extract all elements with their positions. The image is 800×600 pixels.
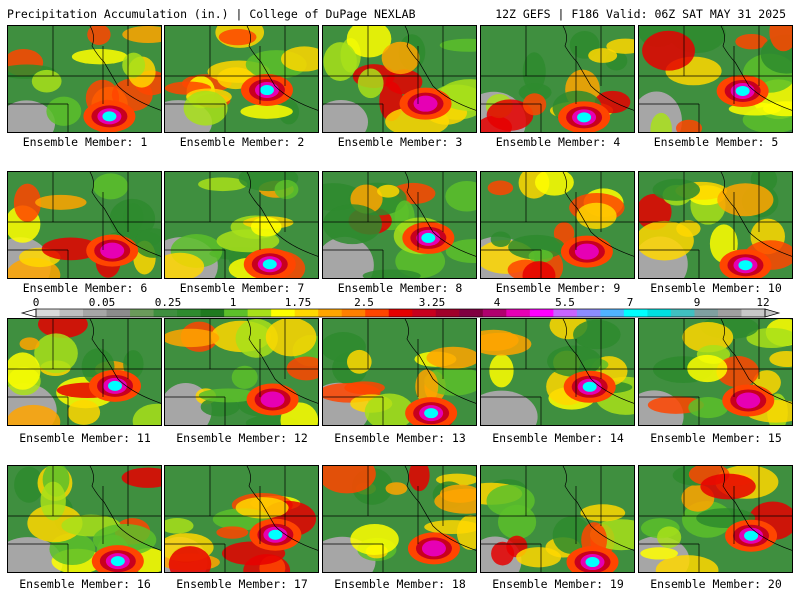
ensemble-member-9-map: [480, 171, 635, 279]
ensemble-member-2-map: [164, 25, 319, 133]
run-valid-time: 12Z GEFS | F186 Valid: 06Z SAT MAY 31 20…: [495, 7, 786, 21]
colorbar-segment: [412, 309, 437, 317]
ensemble-member-5-map: [638, 25, 793, 133]
ensemble-member-16-map: [7, 465, 162, 573]
colorbar-max-arrow: [764, 308, 781, 318]
colorbar-tick-label: 1.75: [285, 296, 312, 309]
ensemble-member-1-map: [7, 25, 162, 133]
ensemble-member-20-map: [638, 465, 793, 573]
colorbar-segment: [388, 309, 413, 317]
colorbar-segment: [271, 309, 296, 317]
colorbar-segment: [36, 309, 61, 317]
colorbar-segment: [435, 309, 460, 317]
ensemble-member-label: Ensemble Member: 13: [334, 431, 466, 445]
colorbar-min-arrow: [20, 308, 37, 318]
ensemble-member-19-map: [480, 465, 635, 573]
colorbar-tick-label: 0: [33, 296, 40, 309]
colorbar-segment: [247, 309, 272, 317]
ensemble-member-18-map: [322, 465, 477, 573]
colorbar-segment: [553, 309, 578, 317]
ensemble-member-label: Ensemble Member: 17: [176, 577, 308, 591]
colorbar-segment: [623, 309, 648, 317]
colorbar-segment: [576, 309, 601, 317]
colorbar-segment: [529, 309, 554, 317]
colorbar-segment: [459, 309, 484, 317]
colorbar-tick-label: 7: [627, 296, 634, 309]
ensemble-member-8-map: [322, 171, 477, 279]
ensemble-member-label: Ensemble Member: 18: [334, 577, 466, 591]
colorbar-legend: 0 0.05 0.25 1 1.75 2.5 3.25 4 5.5 7 9 12: [20, 296, 781, 318]
colorbar-tick-label: 1: [230, 296, 237, 309]
colorbar-segment: [106, 309, 131, 317]
ensemble-member-label: Ensemble Member: 12: [176, 431, 308, 445]
colorbar-segment: [506, 309, 531, 317]
colorbar-segment: [318, 309, 343, 317]
ensemble-member-label: Ensemble Member: 5: [653, 135, 779, 149]
ensemble-member-7-map: [164, 171, 319, 279]
colorbar-segment: [130, 309, 155, 317]
ensemble-member-label: Ensemble Member: 1: [22, 135, 148, 149]
colorbar-tick-label: 3.25: [419, 296, 446, 309]
colorbar-segment: [670, 309, 695, 317]
ensemble-member-label: Ensemble Member: 10: [650, 281, 782, 295]
colorbar-segment: [365, 309, 390, 317]
ensemble-member-label: Ensemble Member: 19: [492, 577, 624, 591]
ensemble-member-label: Ensemble Member: 11: [19, 431, 151, 445]
colorbar-segment: [741, 309, 766, 317]
ensemble-member-15-map: [638, 318, 793, 426]
colorbar-segment: [177, 309, 202, 317]
colorbar-segment: [341, 309, 366, 317]
ensemble-member-label: Ensemble Member: 15: [650, 431, 782, 445]
colorbar-tick-label: 5.5: [555, 296, 575, 309]
colorbar-segment: [224, 309, 249, 317]
colorbar-tick-label: 2.5: [354, 296, 374, 309]
ensemble-member-label: Ensemble Member: 6: [22, 281, 148, 295]
ensemble-member-label: Ensemble Member: 8: [337, 281, 463, 295]
ensemble-member-17-map: [164, 465, 319, 573]
colorbar-tick-label: 4: [494, 296, 501, 309]
colorbar-segment: [717, 309, 742, 317]
colorbar-tick-label: 0.05: [89, 296, 116, 309]
ensemble-member-3-map: [322, 25, 477, 133]
ensemble-member-13-map: [322, 318, 477, 426]
ensemble-member-label: Ensemble Member: 16: [19, 577, 151, 591]
ensemble-member-4-map: [480, 25, 635, 133]
page-title: Precipitation Accumulation (in.) | Colle…: [7, 7, 416, 21]
ensemble-member-14-map: [480, 318, 635, 426]
colorbar-segment: [83, 309, 108, 317]
ensemble-member-10-map: [638, 171, 793, 279]
colorbar-tick-label: 12: [756, 296, 769, 309]
colorbar-segment: [294, 309, 319, 317]
ensemble-member-12-map: [164, 318, 319, 426]
colorbar-segment: [59, 309, 84, 317]
ensemble-member-label: Ensemble Member: 9: [495, 281, 621, 295]
ensemble-member-6-map: [7, 171, 162, 279]
colorbar-segment: [647, 309, 672, 317]
colorbar-tick-label: 9: [694, 296, 701, 309]
colorbar-segment: [694, 309, 719, 317]
ensemble-member-label: Ensemble Member: 2: [179, 135, 305, 149]
colorbar-segment: [482, 309, 507, 317]
ensemble-member-label: Ensemble Member: 20: [650, 577, 782, 591]
colorbar-segment: [153, 309, 178, 317]
colorbar-tick-label: 0.25: [155, 296, 182, 309]
colorbar-segment: [200, 309, 225, 317]
ensemble-member-label: Ensemble Member: 4: [495, 135, 621, 149]
ensemble-member-label: Ensemble Member: 14: [492, 431, 624, 445]
ensemble-member-label: Ensemble Member: 7: [179, 281, 305, 295]
ensemble-member-11-map: [7, 318, 162, 426]
colorbar-segment: [600, 309, 625, 317]
ensemble-member-label: Ensemble Member: 3: [337, 135, 463, 149]
